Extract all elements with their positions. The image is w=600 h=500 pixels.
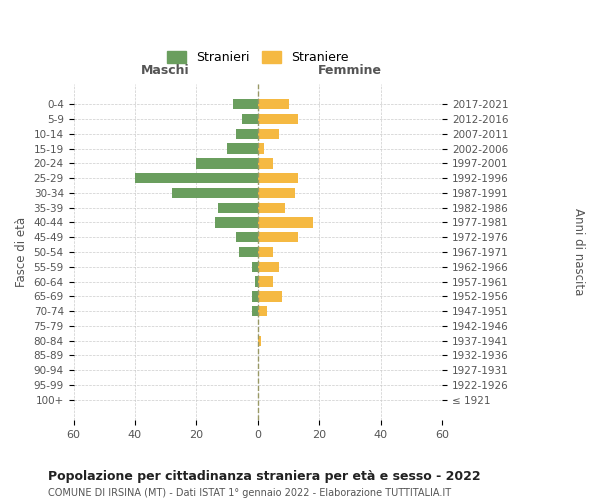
Bar [258, 247, 273, 257]
Bar [258, 336, 261, 346]
Text: Femmine: Femmine [318, 64, 382, 77]
Bar [233, 99, 258, 110]
Bar [135, 173, 258, 184]
Bar [239, 247, 258, 257]
Bar [258, 232, 298, 242]
Legend: Stranieri, Straniere: Stranieri, Straniere [163, 46, 353, 70]
Text: Maschi: Maschi [142, 64, 190, 77]
Bar [251, 306, 258, 316]
Bar [196, 158, 258, 168]
Text: Popolazione per cittadinanza straniera per età e sesso - 2022: Popolazione per cittadinanza straniera p… [48, 470, 481, 483]
Bar [215, 218, 258, 228]
Bar [258, 128, 280, 139]
Y-axis label: Fasce di età: Fasce di età [15, 217, 28, 287]
Bar [258, 173, 298, 184]
Bar [258, 158, 273, 168]
Bar [172, 188, 258, 198]
Bar [255, 276, 258, 287]
Bar [258, 291, 283, 302]
Bar [242, 114, 258, 124]
Bar [236, 232, 258, 242]
Bar [251, 291, 258, 302]
Bar [258, 144, 264, 154]
Bar [227, 144, 258, 154]
Bar [251, 262, 258, 272]
Bar [258, 99, 289, 110]
Bar [258, 276, 273, 287]
Bar [218, 202, 258, 213]
Bar [258, 202, 286, 213]
Text: COMUNE DI IRSINA (MT) - Dati ISTAT 1° gennaio 2022 - Elaborazione TUTTITALIA.IT: COMUNE DI IRSINA (MT) - Dati ISTAT 1° ge… [48, 488, 451, 498]
Bar [236, 128, 258, 139]
Bar [258, 188, 295, 198]
Y-axis label: Anni di nascita: Anni di nascita [572, 208, 585, 296]
Bar [258, 262, 280, 272]
Bar [258, 306, 267, 316]
Bar [258, 218, 313, 228]
Bar [258, 114, 298, 124]
